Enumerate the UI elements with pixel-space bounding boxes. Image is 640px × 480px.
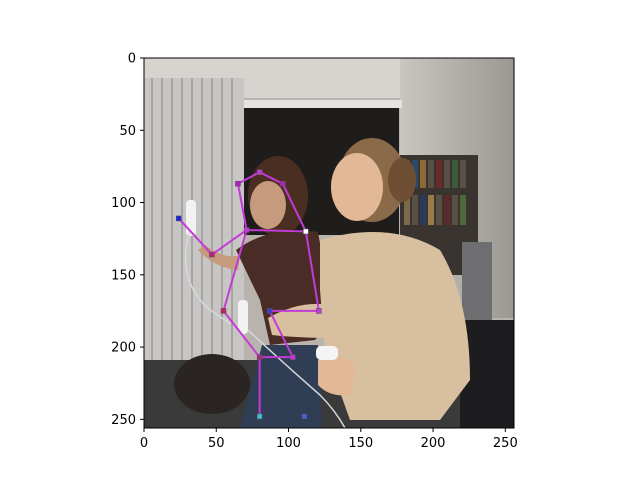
skeleton-bone-left-shoulder-left-elbow <box>211 229 248 256</box>
skeleton-joint-right-knee <box>290 354 296 360</box>
x-axis-ticks: 0 50 100 150 200 250 <box>140 428 518 451</box>
skeleton-bone-left-hip-left-knee <box>222 310 261 358</box>
skeleton-joint-right-hip-outer <box>316 308 322 314</box>
skeleton-joint-right-ankle <box>301 413 308 420</box>
skeleton-joint-left-elbow <box>209 251 215 258</box>
x-tick-label: 0 <box>140 436 148 451</box>
y-tick-label: 150 <box>111 268 136 283</box>
skeleton-joint-right-shoulder <box>303 228 309 235</box>
cushion <box>174 354 250 414</box>
skeleton-joint-left-wrist <box>175 215 182 222</box>
photo-two-women-playing-wii <box>144 58 514 428</box>
skeleton-bone-right-shoulder-right-hip-outer <box>304 231 320 312</box>
x-tick-label: 250 <box>493 436 518 451</box>
skeleton-joint-left-ankle <box>256 413 263 420</box>
x-tick-label: 200 <box>421 436 446 451</box>
axes-frame <box>143 57 515 429</box>
y-axis-ticks: 0 50 100 150 200 250 <box>111 52 144 428</box>
y-tick-label: 100 <box>111 196 136 211</box>
skeleton-joint-neck-left <box>235 180 241 187</box>
right-woman <box>268 138 470 420</box>
skeleton-bone-right-knee-center-hip <box>268 310 294 358</box>
skeleton-joint-center-hip <box>266 308 273 314</box>
skeleton-bone-head-top-neck-right <box>259 171 284 185</box>
x-tick-label: 50 <box>208 436 225 451</box>
y-tick-label: 200 <box>111 341 136 356</box>
y-tick-label: 250 <box>111 413 136 428</box>
skeleton-bone-left-shoulder-right-shoulder <box>246 228 306 233</box>
skeleton-bone-neck-right-right-shoulder <box>281 183 307 232</box>
skeleton-bone-left-elbow-left-wrist <box>177 217 213 256</box>
skeleton-joint-head-top <box>256 169 263 175</box>
y-tick-label: 50 <box>119 124 136 139</box>
x-tick-label: 150 <box>348 436 373 451</box>
skeleton-joint-left-knee <box>256 354 263 360</box>
skeleton-bone-neck-left-head-top <box>237 171 261 185</box>
pose-skeleton <box>175 169 322 420</box>
y-tick-label: 0 <box>128 52 136 67</box>
window-blinds <box>144 78 244 378</box>
x-tick-label: 100 <box>276 436 301 451</box>
skeleton-joint-left-hip <box>220 308 227 314</box>
skeleton-bone-left-shoulder-left-hip <box>222 229 248 312</box>
skeleton-joint-left-shoulder <box>243 227 250 233</box>
skeleton-joint-neck-right <box>280 180 286 187</box>
skeleton-bone-neck-left-left-shoulder <box>236 183 248 231</box>
